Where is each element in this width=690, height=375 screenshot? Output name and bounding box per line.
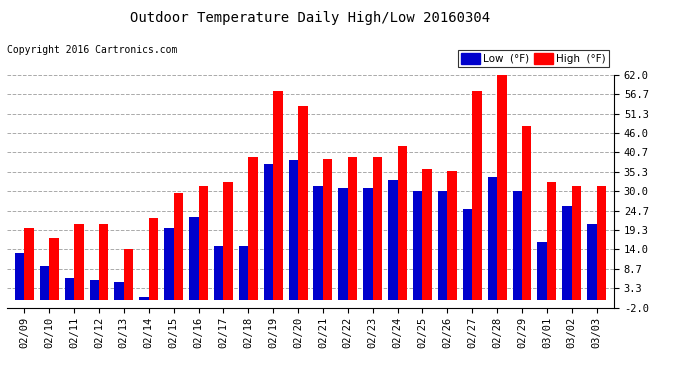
Bar bbox=[597, 186, 606, 300]
Bar bbox=[65, 278, 74, 300]
Bar bbox=[24, 228, 34, 300]
Bar bbox=[338, 188, 348, 300]
Text: Outdoor Temperature Daily High/Low 20160304: Outdoor Temperature Daily High/Low 20160… bbox=[130, 11, 491, 25]
Bar bbox=[472, 92, 482, 300]
Bar bbox=[547, 182, 556, 300]
Bar bbox=[214, 246, 224, 300]
Bar bbox=[422, 170, 432, 300]
Legend: Low  (°F), High  (°F): Low (°F), High (°F) bbox=[458, 50, 609, 67]
Bar bbox=[49, 238, 59, 300]
Bar bbox=[572, 186, 581, 300]
Bar bbox=[99, 224, 108, 300]
Bar bbox=[497, 75, 506, 300]
Bar bbox=[438, 191, 447, 300]
Bar bbox=[273, 92, 283, 300]
Bar bbox=[313, 186, 323, 300]
Bar bbox=[463, 209, 472, 300]
Bar bbox=[115, 282, 124, 300]
Bar bbox=[224, 182, 233, 300]
Bar bbox=[488, 177, 497, 300]
Bar bbox=[264, 164, 273, 300]
Bar bbox=[15, 253, 24, 300]
Bar bbox=[513, 191, 522, 300]
Bar bbox=[189, 217, 199, 300]
Bar bbox=[74, 224, 83, 300]
Text: Copyright 2016 Cartronics.com: Copyright 2016 Cartronics.com bbox=[7, 45, 177, 55]
Bar bbox=[538, 242, 547, 300]
Bar bbox=[587, 224, 597, 300]
Bar bbox=[124, 249, 133, 300]
Bar bbox=[239, 246, 248, 300]
Bar bbox=[348, 157, 357, 300]
Bar bbox=[298, 106, 308, 300]
Bar bbox=[397, 146, 407, 300]
Bar bbox=[323, 159, 333, 300]
Bar bbox=[288, 160, 298, 300]
Bar bbox=[373, 157, 382, 300]
Bar bbox=[248, 157, 258, 300]
Bar bbox=[562, 206, 572, 300]
Bar bbox=[447, 171, 457, 300]
Bar bbox=[139, 297, 149, 300]
Bar bbox=[522, 126, 531, 300]
Bar bbox=[363, 188, 373, 300]
Bar bbox=[199, 186, 208, 300]
Bar bbox=[164, 228, 174, 300]
Bar bbox=[413, 191, 422, 300]
Bar bbox=[90, 280, 99, 300]
Bar bbox=[149, 219, 158, 300]
Bar bbox=[388, 180, 397, 300]
Bar bbox=[174, 193, 183, 300]
Bar bbox=[40, 266, 49, 300]
